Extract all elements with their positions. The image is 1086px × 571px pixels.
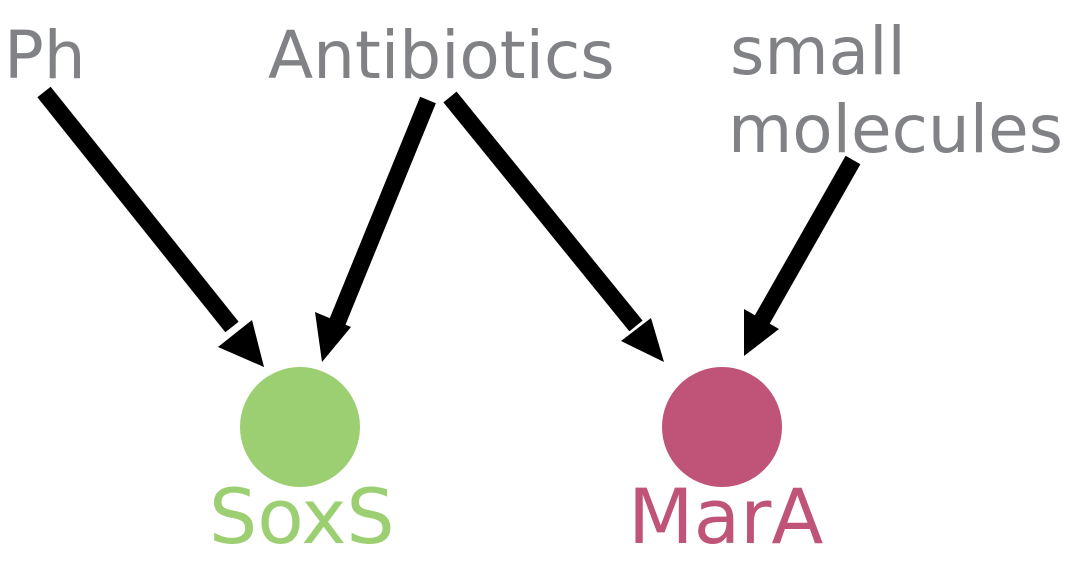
arrow-antibiotics-to-soxs (315, 96, 436, 362)
source-label-antibiotics: Antibiotics (268, 17, 615, 94)
mara-label: MarA (628, 472, 823, 561)
source-label-ph: Ph (4, 17, 86, 94)
source-label-small: small (730, 13, 906, 90)
arrow-antibiotics-to-mara (443, 91, 664, 362)
arrow-small-molecules-to-mara (744, 155, 861, 356)
mara-node (662, 367, 782, 487)
source-label-molecules: molecules (728, 91, 1063, 168)
arrow-ph-to-soxs (37, 86, 264, 367)
soxs-label: SoxS (209, 472, 395, 561)
soxs-node (240, 367, 360, 487)
